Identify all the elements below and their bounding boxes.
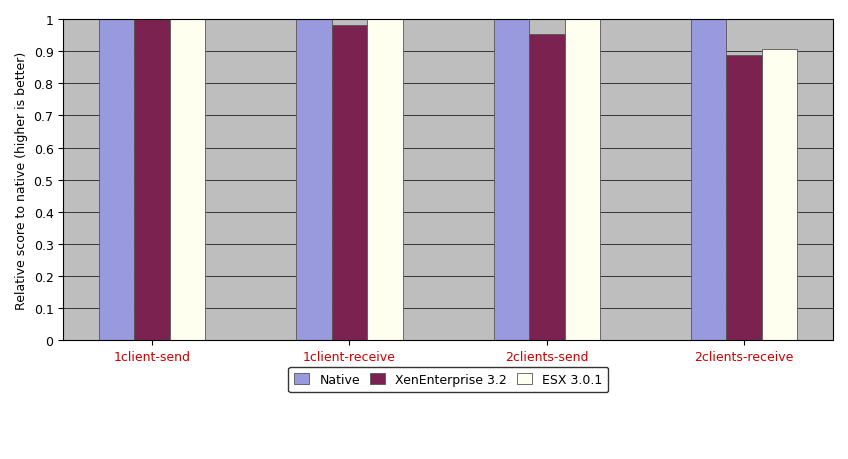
Bar xyxy=(529,35,565,341)
Y-axis label: Relative score to native (higher is better): Relative score to native (higher is bett… xyxy=(15,51,28,309)
Bar xyxy=(99,20,134,341)
Bar xyxy=(170,20,205,341)
Legend: Native, XenEnterprise 3.2, ESX 3.0.1: Native, XenEnterprise 3.2, ESX 3.0.1 xyxy=(288,367,608,392)
Bar xyxy=(332,26,367,341)
Bar xyxy=(367,20,403,341)
Bar xyxy=(494,20,529,341)
Bar xyxy=(691,20,727,341)
Bar xyxy=(134,20,170,341)
Bar xyxy=(727,56,762,341)
Bar xyxy=(762,50,797,341)
Bar xyxy=(296,20,332,341)
Bar xyxy=(565,20,600,341)
